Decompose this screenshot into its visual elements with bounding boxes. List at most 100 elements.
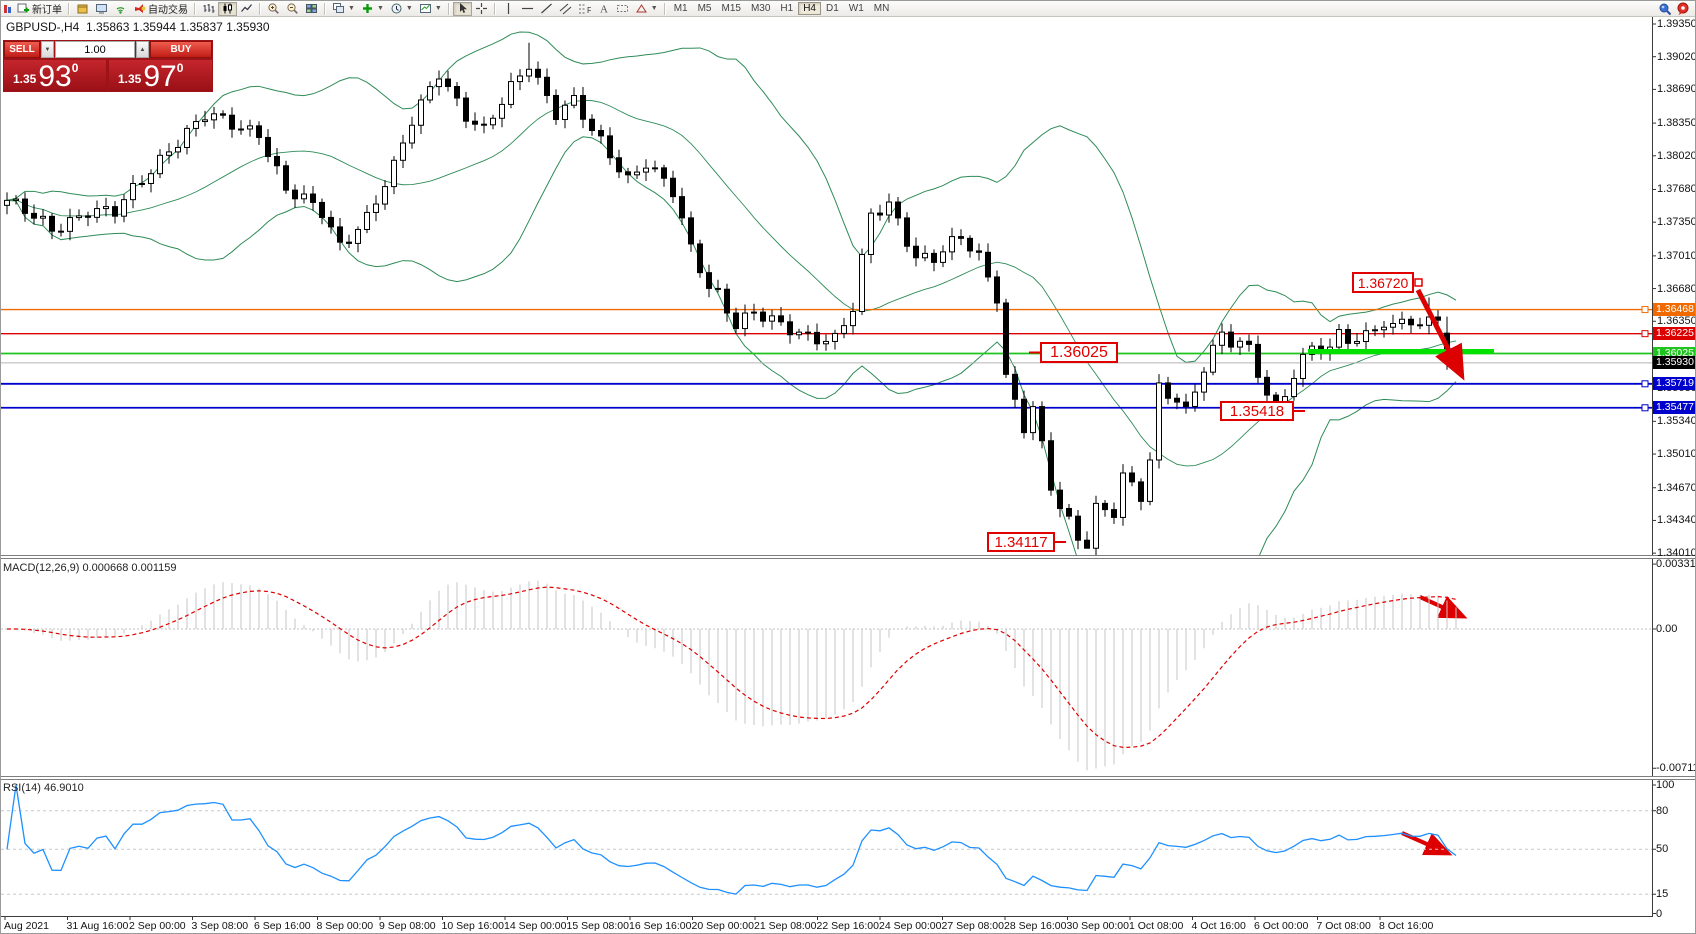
sell-button[interactable]: SELL	[4, 41, 40, 58]
candlestick-icon	[221, 2, 234, 15]
arrange-windows-button[interactable]: ▼	[329, 2, 358, 16]
candle-body	[634, 171, 640, 176]
time-tick-label: 31 Aug 16:00	[66, 920, 129, 932]
volume-increase-button[interactable]: ▲	[136, 41, 149, 58]
candle-body	[922, 252, 928, 259]
line-chart-mode-button[interactable]	[237, 2, 256, 16]
candle-body	[1183, 401, 1189, 407]
vertical-line-icon	[502, 2, 515, 15]
pane-separator-macd[interactable]	[1, 555, 1695, 559]
auto-trading-button[interactable]: 自动交易	[130, 2, 191, 16]
zoom-out-button[interactable]	[283, 2, 302, 16]
chevron-down-icon: ▼	[348, 5, 355, 12]
candle-body	[1246, 340, 1252, 345]
profile-button[interactable]	[92, 2, 111, 16]
notification-balloon-icon[interactable]	[1676, 2, 1690, 16]
horizontal-line-tool-button[interactable]	[518, 2, 537, 16]
add-indicator-button[interactable]: ▼	[358, 2, 387, 16]
chart-title: GBPUSD-,H4 1.35863 1.35944 1.35837 1.359…	[6, 20, 270, 34]
candle-body	[1435, 316, 1441, 321]
candle-body	[1138, 481, 1144, 502]
time-tick-label: 9 Sep 08:00	[379, 920, 436, 932]
market-button[interactable]	[73, 2, 92, 16]
chevron-down-icon: ▼	[376, 5, 384, 12]
buy-price-display[interactable]: 1.35 97 0	[109, 60, 212, 92]
toolbar-separator	[324, 2, 326, 15]
candle-body	[994, 276, 1000, 304]
trendline-tool-button[interactable]	[537, 2, 556, 16]
chevron-down-icon: ▼	[434, 5, 442, 12]
timeframe-button-w1[interactable]: W1	[848, 3, 864, 14]
candle-body	[301, 193, 307, 200]
new-order-button[interactable]: 新订单	[14, 2, 65, 16]
indicator-axis-label: 0.003315	[1656, 558, 1696, 571]
template-button[interactable]: ▼	[416, 2, 445, 16]
timeframe-button-m1[interactable]: M1	[673, 3, 688, 14]
timeframe-button-d1[interactable]: D1	[826, 3, 839, 14]
candle-body	[157, 154, 163, 175]
candle-body	[463, 97, 469, 122]
channel-tool-button[interactable]	[556, 2, 575, 16]
bar-chart-mode-button[interactable]	[199, 2, 218, 16]
label-tool-button[interactable]	[613, 2, 632, 16]
price-callout-label[interactable]: 1.36720	[1352, 272, 1414, 293]
search-icon[interactable]	[1658, 2, 1672, 16]
price-callout-label[interactable]: 1.34117	[987, 532, 1055, 552]
buy-button[interactable]: BUY	[150, 41, 212, 58]
candle-body	[976, 250, 982, 253]
main-price-pane	[1, 31, 1652, 555]
candle-body	[1345, 329, 1351, 344]
price-tick-label: 1.37010	[1657, 249, 1696, 262]
timeframe-button-m5[interactable]: M5	[697, 3, 712, 14]
shapes-tool-button[interactable]: ▼	[632, 2, 661, 16]
candle-body	[796, 331, 802, 336]
candle-body	[868, 212, 874, 255]
volume-input[interactable]	[55, 41, 135, 58]
candle-body	[625, 171, 631, 176]
volume-decrease-button[interactable]: ▼	[41, 41, 54, 58]
line-handle	[1641, 380, 1649, 388]
candle-body	[814, 331, 820, 345]
timeframe-button-m15[interactable]: M15	[721, 3, 741, 14]
text-tool-button[interactable]: A	[594, 2, 613, 16]
time-tick-label: 7 Oct 08:00	[1316, 920, 1371, 932]
indicator-axis-label: 50	[1656, 843, 1669, 856]
pane-separator-rsi[interactable]	[1, 776, 1695, 780]
new-order-icon	[17, 2, 30, 15]
shapes-icon	[635, 2, 648, 15]
fibonacci-tool-button[interactable]: F	[575, 2, 594, 16]
timeframe-button-h1[interactable]: H1	[780, 3, 794, 14]
zoom-in-button[interactable]	[264, 2, 283, 16]
timeframe-button-mn[interactable]: MN	[873, 3, 890, 14]
price-callout-label[interactable]: 1.35418	[1220, 401, 1294, 421]
tile-windows-button[interactable]	[302, 2, 321, 16]
candle-body	[364, 211, 370, 230]
clock-icon	[390, 2, 403, 15]
candle-body	[202, 119, 208, 123]
candle-body	[1381, 326, 1387, 331]
tile-windows-icon	[305, 2, 318, 15]
candle-body	[832, 332, 838, 342]
crosshair-tool-button[interactable]	[472, 2, 491, 16]
sell-price-display[interactable]: 1.35 93 0	[4, 60, 106, 92]
cursor-tool-button[interactable]	[452, 1, 472, 16]
timeframe-button-m30[interactable]: M30	[750, 3, 771, 14]
one-click-trading-panel: SELL ▼ ▲ BUY 1.35 93 0 1.35 97 0	[3, 40, 213, 92]
price-tick-label: 1.37350	[1657, 216, 1696, 229]
candle-body	[985, 251, 991, 278]
candle-body	[310, 193, 316, 203]
candle-body	[1210, 344, 1216, 373]
candle-body	[760, 311, 766, 322]
candle-body	[904, 217, 910, 247]
candle-body	[256, 125, 262, 138]
signal-button[interactable]	[111, 2, 130, 16]
candle-chart-mode-button[interactable]	[218, 1, 237, 16]
period-button[interactable]: ▼	[387, 2, 416, 16]
zoom-out-icon	[286, 2, 299, 15]
vertical-line-tool-button[interactable]	[499, 2, 518, 16]
candle-body	[607, 135, 613, 159]
price-callout-label[interactable]: 1.36025	[1040, 342, 1118, 363]
candle-body	[472, 120, 478, 125]
timeframe-button-h4[interactable]: H4	[798, 2, 821, 15]
